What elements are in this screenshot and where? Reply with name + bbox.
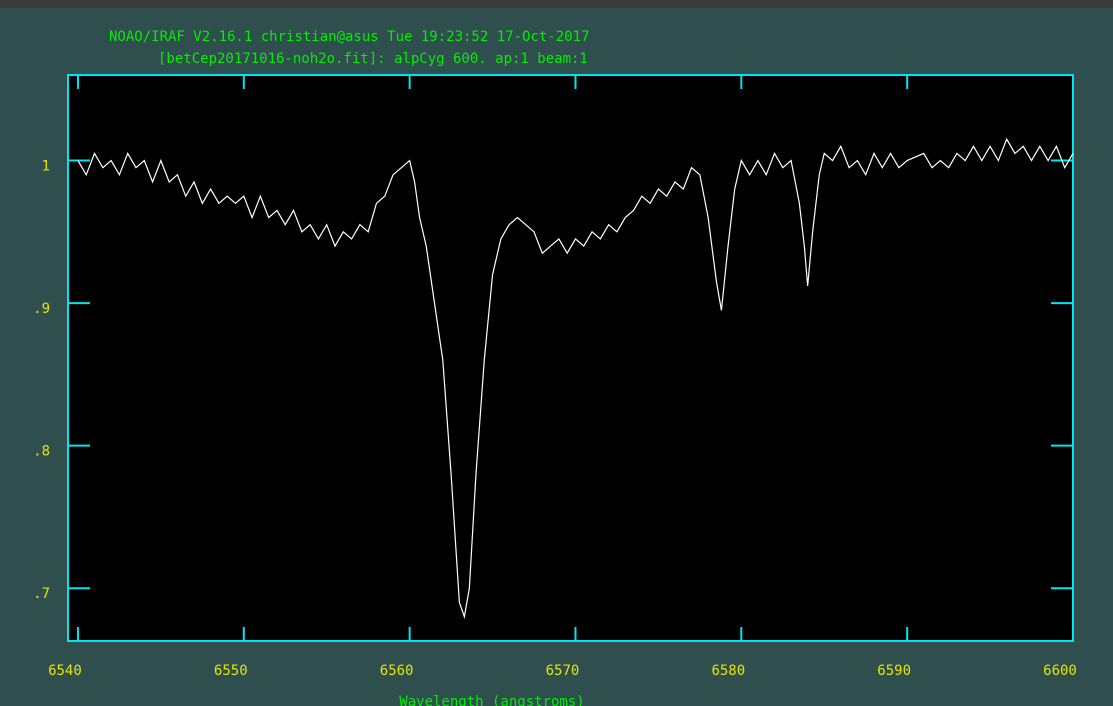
x-tick-label: 6540 <box>48 663 82 679</box>
x-tick-label: 6580 <box>711 663 745 679</box>
y-tick-label: 1 <box>42 159 50 175</box>
chart-title: NOAO/IRAF V2.16.1 christian@asus Tue 19:… <box>109 29 589 45</box>
plot-area <box>67 74 1074 642</box>
y-tick-label: .9 <box>33 301 50 317</box>
spectrum-line <box>77 137 1074 620</box>
x-axis-label: Wavelength (angstroms) <box>399 694 584 706</box>
chart-subtitle: [betCep20171016-noh2o.fit]: alpCyg 600. … <box>158 51 588 67</box>
x-tick-label: 6600 <box>1043 663 1077 679</box>
x-tick-label: 6570 <box>546 663 580 679</box>
x-tick-label: 6550 <box>214 663 248 679</box>
x-tick-label: 6590 <box>877 663 911 679</box>
window-bar <box>0 0 1113 8</box>
y-tick-label: .8 <box>33 444 50 460</box>
y-tick-label: .7 <box>33 586 50 602</box>
x-tick-label: 6560 <box>380 663 414 679</box>
